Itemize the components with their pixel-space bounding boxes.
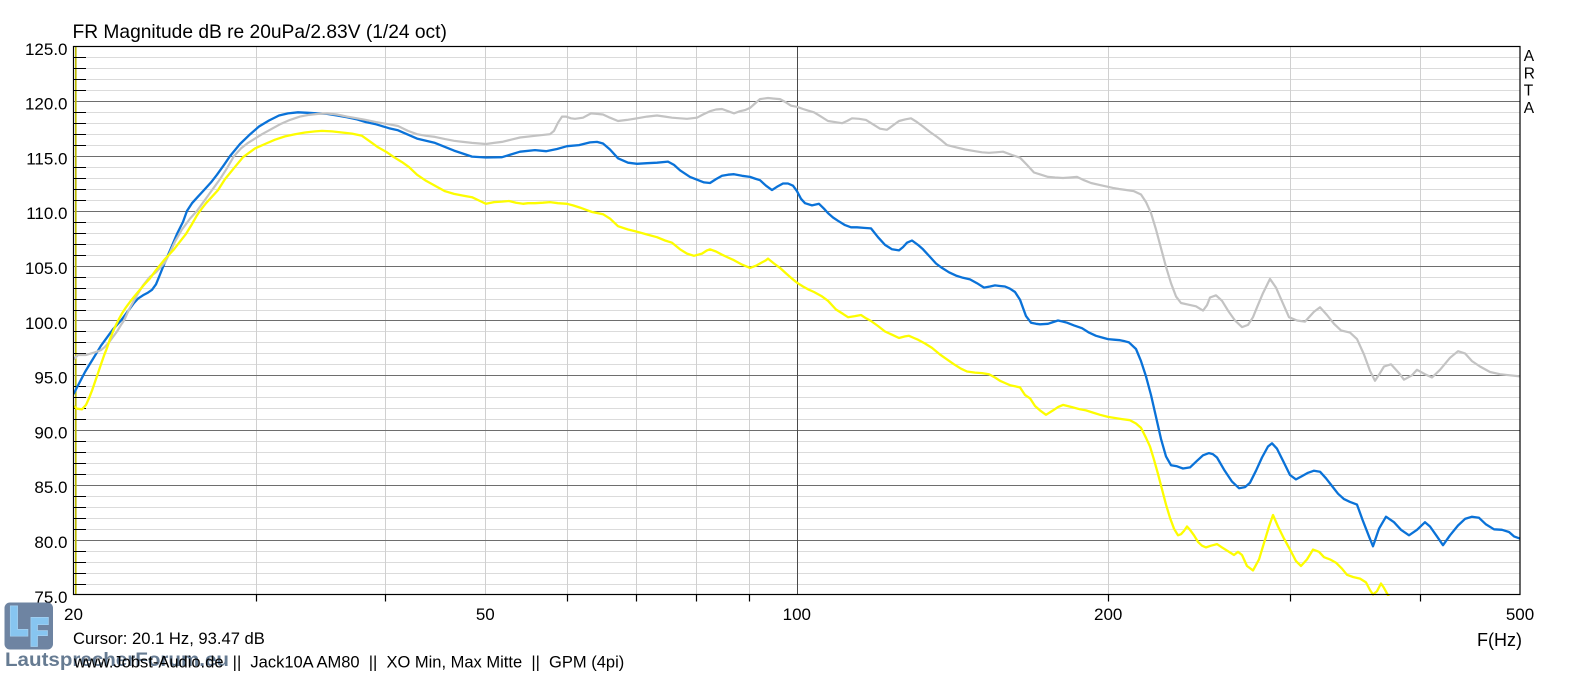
svg-text:95.0: 95.0 <box>34 369 67 388</box>
svg-text:F(Hz): F(Hz) <box>1477 630 1522 650</box>
svg-text:120.0: 120.0 <box>25 95 68 114</box>
svg-text:R: R <box>1524 65 1535 82</box>
svg-text:20: 20 <box>64 605 83 624</box>
svg-text:LautsprecherForum.eu: LautsprecherForum.eu <box>5 649 229 671</box>
svg-text:A: A <box>1524 100 1535 117</box>
svg-text:85.0: 85.0 <box>34 478 67 497</box>
svg-text:100: 100 <box>783 605 811 624</box>
svg-text:50: 50 <box>476 605 495 624</box>
svg-text:500: 500 <box>1506 605 1534 624</box>
svg-text:Cursor: 20.1 Hz, 93.47 dB: Cursor: 20.1 Hz, 93.47 dB <box>73 629 265 648</box>
svg-text:90.0: 90.0 <box>34 423 67 442</box>
svg-text:110.0: 110.0 <box>26 204 67 223</box>
svg-text:115.0: 115.0 <box>26 149 67 168</box>
svg-text:105.0: 105.0 <box>25 259 68 278</box>
svg-text:FR Magnitude dB re 20uPa/2.83V: FR Magnitude dB re 20uPa/2.83V (1/24 oct… <box>73 22 447 43</box>
svg-text:A: A <box>1524 48 1535 65</box>
svg-text:T: T <box>1524 83 1534 100</box>
svg-text:100.0: 100.0 <box>25 314 68 333</box>
svg-text:125.0: 125.0 <box>25 40 68 59</box>
svg-text:www.Jobst-Audio.de || Jack10: www.Jobst-Audio.de || Jack10A AM80 || XO… <box>73 654 624 672</box>
svg-text:80.0: 80.0 <box>34 533 67 552</box>
svg-text:75.0: 75.0 <box>34 588 67 607</box>
svg-text:200: 200 <box>1094 605 1122 624</box>
